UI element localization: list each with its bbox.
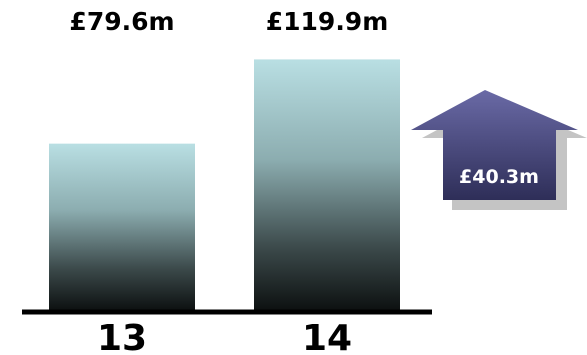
value-labels-group: £79.6m £119.9m	[69, 7, 388, 36]
increase-arrow: £40.3m	[411, 90, 587, 210]
bars-group	[49, 59, 400, 310]
x-tick-labels-group: 13 14	[97, 318, 352, 355]
bar-14	[254, 59, 400, 310]
x-tick-label-14: 14	[302, 318, 352, 355]
increase-arrow-label: £40.3m	[459, 166, 539, 188]
bar-13	[49, 144, 195, 310]
value-label-14: £119.9m	[266, 7, 389, 36]
value-label-13: £79.6m	[69, 7, 174, 36]
x-tick-label-13: 13	[97, 318, 147, 355]
